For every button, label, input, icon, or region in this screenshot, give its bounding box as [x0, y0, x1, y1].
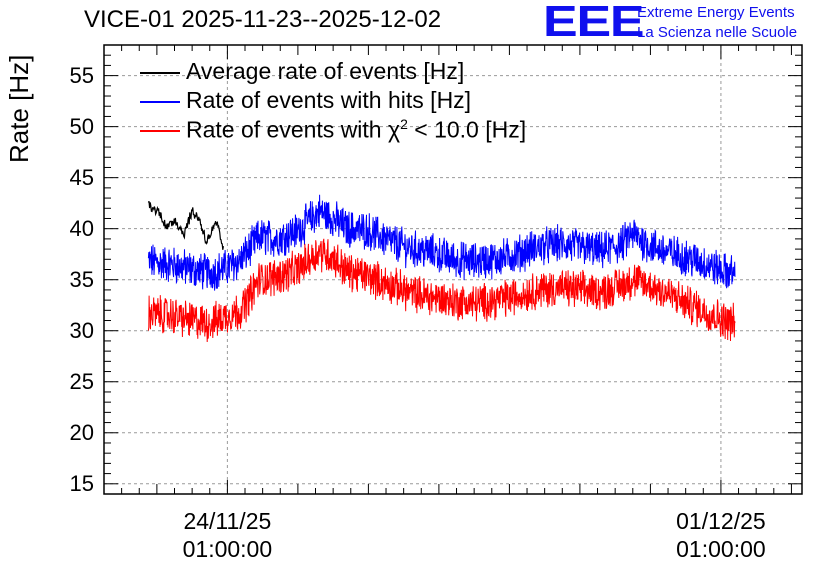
logo-caption-line2: La Scienza nelle Scuole	[637, 24, 798, 41]
legend-line-average	[140, 72, 180, 74]
legend-label-average: Average rate of events [Hz]	[186, 58, 465, 84]
legend-chi2-prefix: Rate of events with	[186, 116, 388, 143]
legend-label-hits: Rate of events with hits [Hz]	[186, 87, 472, 113]
y-tick-label: 50	[69, 113, 94, 139]
y-tick-label: 25	[69, 368, 94, 394]
legend-label-chi2: Rate of events with χ2 < 10.0 [Hz]	[186, 116, 526, 144]
y-axis-label: Rate [Hz]	[4, 54, 34, 163]
x-tick-label: 01/12/25 01:00:00	[651, 507, 791, 563]
y-tick-label: 55	[69, 62, 94, 88]
y-tick-label: 45	[69, 164, 94, 190]
y-tick-label: 30	[69, 317, 94, 343]
legend-line-hits	[140, 101, 180, 103]
y-tick-label: 15	[69, 470, 94, 496]
x-tick-time: 01:00:00	[182, 536, 273, 562]
y-tick-label: 20	[69, 419, 94, 445]
series-chi2	[147, 238, 736, 343]
x-tick-label: 24/11/25 01:00:00	[157, 507, 297, 563]
legend-line-chi2	[140, 130, 180, 132]
legend-chi2-symbol: χ	[388, 116, 401, 143]
x-tick-date: 01/12/25	[676, 508, 766, 534]
y-tick-label: 35	[69, 266, 94, 292]
x-tick-time: 01:00:00	[676, 536, 766, 562]
logo-caption-line1: Extreme Energy Events	[637, 4, 795, 21]
legend-chi2-suffix: < 10.0 [Hz]	[407, 116, 527, 143]
chart-title: VICE-01 2025-11-23--2025-12-02	[84, 6, 442, 33]
plot-frame	[103, 44, 803, 495]
x-tick-date: 24/11/25	[183, 508, 272, 534]
y-tick-label: 40	[69, 215, 94, 241]
legend-chi2-sup: 2	[400, 116, 408, 132]
logo-caption: Extreme Energy Events La Scienza nelle S…	[637, 3, 797, 43]
series-hits	[147, 194, 736, 291]
series-average	[147, 200, 224, 250]
eee-logo: EEE	[543, 0, 645, 46]
